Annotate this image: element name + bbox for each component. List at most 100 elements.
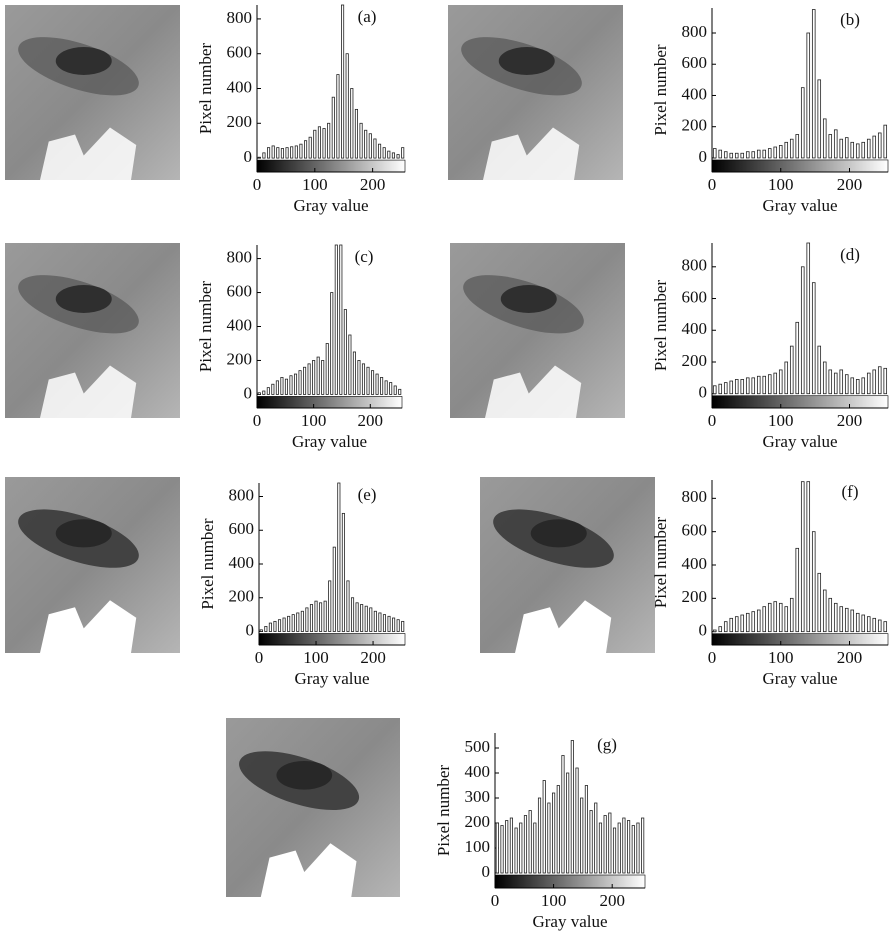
chart-title: (b) [840,10,860,29]
y-tick-label: 800 [227,247,253,266]
bar [495,822,499,874]
bar [729,380,734,395]
bar [866,372,871,395]
colorbar [258,633,406,646]
bar [570,740,574,874]
bar [537,797,542,874]
bar [608,812,612,874]
bar [800,266,805,395]
bar [266,387,270,395]
y-tick-label: 400 [227,77,253,96]
bar [332,546,336,632]
bar [313,129,317,159]
bar [341,4,345,159]
bar [552,792,556,874]
bar [341,512,345,632]
y-tick-label: 200 [227,112,253,131]
bar [784,141,789,159]
y-tick-label: 400 [682,84,708,103]
bar [290,146,294,159]
bar [745,151,750,159]
x-tick-label: 100 [302,175,328,194]
bar [378,612,382,632]
x-tick-label: 100 [768,411,794,430]
bar [729,152,734,159]
y-tick-label: 600 [227,43,253,62]
y-axis-label: Pixel number [434,765,453,856]
bar [312,360,316,395]
bar [603,815,607,874]
x-axis-label: Gray value [293,196,368,215]
bar [833,129,838,159]
bar [740,379,745,395]
bar [828,134,833,159]
bar [866,616,871,633]
bar [284,378,288,395]
bar [883,124,888,159]
bar [631,825,635,874]
bar [740,152,745,159]
bar [789,138,794,159]
bar [547,802,551,874]
bar [561,755,565,874]
bar [257,156,261,159]
photo [5,5,180,180]
x-tick-label: 0 [708,175,717,194]
bar [778,145,783,159]
y-tick-label: 400 [465,762,491,781]
bar [357,360,361,395]
x-tick-label: 100 [301,411,327,430]
bar [287,615,291,632]
y-tick-label: 400 [227,315,253,334]
chart-title: (f) [842,482,859,501]
bar [734,152,739,159]
bar [322,128,326,159]
bar [762,149,767,159]
y-tick-label: 600 [682,521,708,540]
bar [257,392,261,395]
x-axis-label: Gray value [294,669,369,688]
bar [271,145,275,159]
bar [289,375,293,395]
bar [331,96,335,159]
bar [396,154,400,159]
photo-cloud [40,600,137,653]
bar [712,629,717,633]
bar [795,134,800,159]
bar [346,580,350,632]
bar [617,822,621,874]
bar [348,334,352,395]
y-tick-label: 0 [699,147,708,166]
y-tick-label: 0 [246,620,255,639]
bar [387,615,391,632]
y-tick-label: 800 [682,487,708,506]
bar [844,137,849,159]
bar [268,622,272,632]
bar [850,377,855,395]
bar [822,118,827,159]
bar [382,147,386,159]
bar [337,482,341,632]
photo-cloud [40,365,137,418]
photo-cockpit [498,47,555,75]
bar [391,152,395,159]
x-axis-label: Gray value [762,196,837,215]
bar [580,797,584,874]
chart-title: (g) [597,735,617,754]
y-tick-label: 200 [682,351,708,370]
bar [844,374,849,395]
bar [861,141,866,159]
bar [393,385,397,395]
bar [264,626,268,632]
bar [528,810,532,874]
photo-cockpit [276,760,333,790]
bar [361,363,366,395]
chart-title: (c) [355,247,374,266]
bar [594,802,598,874]
photo-cockpit [55,519,112,548]
bar [556,785,560,874]
y-tick-label: 0 [244,147,253,166]
bar [745,612,750,633]
bar [773,372,778,395]
